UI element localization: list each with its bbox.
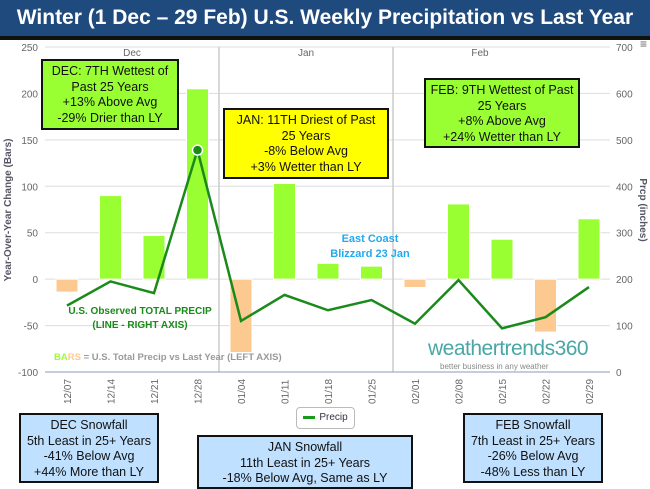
blizzard-annotation: East Coast: [342, 233, 399, 245]
logo: weathertrends360: [428, 337, 589, 360]
box-line: 5th Least in 25+ Years: [26, 433, 152, 448]
legend-line-icon: [303, 415, 316, 419]
y2-tick-label: 500: [616, 136, 633, 147]
y-tick-label: 150: [21, 136, 38, 147]
logo-tagline: better business in any weather: [440, 362, 549, 371]
y-tick-label: 250: [21, 43, 38, 54]
x-tick-label: 02/08: [455, 379, 466, 404]
feb-snowfall-box: FEB Snowfall 7th Least in 25+ Years -26% B…: [463, 413, 603, 483]
box-line: -41% Below Avg: [43, 449, 135, 463]
box-line: JAN: 11TH Driest of Past: [236, 113, 376, 127]
box-line: -8% Below Avg: [264, 144, 348, 158]
box-line: DEC: 7TH Wettest of: [51, 64, 169, 78]
y-tick-label: -50: [24, 322, 39, 333]
y2-tick-label: 300: [616, 229, 633, 240]
bar: [403, 278, 427, 288]
box-line: 11th Least in 25+ Years: [239, 455, 371, 470]
box-line: 7th Least in 25+ Years: [470, 433, 596, 448]
legend-item-precip[interactable]: Precip: [296, 407, 355, 429]
box-line: -29% Drier than LY: [57, 110, 163, 125]
feb-summary-box: FEB: 9TH Wettest of Past 25 Years +8% Abov…: [424, 78, 580, 148]
box-line: FEB: 9TH Wettest of Past: [430, 83, 574, 97]
box-line: +24% Wetter than LY: [442, 129, 561, 144]
box-line: Past 25 Years: [71, 79, 149, 94]
bar: [490, 238, 514, 280]
line-annotation: (LINE - RIGHT AXIS): [92, 320, 187, 331]
bar: [55, 278, 79, 293]
bars-annotation: BARS = U.S. Total Precip vs Last Year (L…: [54, 352, 282, 363]
box-line: +8% Above Avg: [458, 114, 546, 128]
bar: [577, 218, 601, 280]
x-tick-label: 02/01: [411, 379, 422, 404]
y2-tick-label: 200: [616, 275, 633, 286]
y2-axis-title: Prcp (inches): [637, 178, 648, 241]
dec-snowfall-box: DEC Snowfall 5th Least in 25+ Years -41% B…: [19, 413, 159, 483]
bar: [360, 265, 383, 280]
chart-title: Winter (1 Dec – 29 Feb) U.S. Weekly Prec…: [0, 0, 650, 40]
x-tick-label: 12/28: [194, 379, 205, 404]
box-line: JAN Snowfall: [267, 440, 343, 454]
legend-label: Precip: [319, 412, 348, 423]
bar: [99, 195, 122, 280]
line-annotation: U.S. Observed TOTAL PRECIP: [68, 306, 212, 317]
x-tick-label: 02/15: [498, 379, 509, 404]
y-tick-label: 100: [21, 182, 38, 193]
box-line: -26% Below Avg: [487, 449, 579, 463]
x-tick-label: 02/22: [542, 379, 553, 404]
y-tick-label: 200: [21, 89, 38, 100]
y2-tick-label: 100: [616, 322, 633, 333]
blizzard-annotation: Blizzard 23 Jan: [330, 248, 410, 260]
y2-tick-label: 600: [616, 89, 633, 100]
x-tick-label: 01/04: [237, 379, 248, 404]
dec-summary-box: DEC: 7TH Wettest of Past 25 Years +13% Abo…: [41, 59, 179, 130]
bar: [447, 203, 470, 280]
box-line: +13% Above Avg: [62, 95, 158, 109]
bar: [273, 183, 296, 280]
jan-snowfall-box: JAN Snowfall 11th Least in 25+ Years -18% …: [197, 435, 413, 489]
y-tick-label: 50: [27, 229, 39, 240]
box-line: -48% Less than LY: [480, 464, 586, 479]
bar: [534, 278, 557, 333]
x-tick-label: 02/29: [585, 379, 596, 404]
y2-tick-label: 400: [616, 182, 633, 193]
box-line: 25 Years: [281, 128, 331, 143]
precip-line: [66, 145, 590, 330]
x-tick-label: 01/18: [324, 379, 335, 404]
box-line: +3% Wetter than LY: [250, 159, 362, 174]
chart-menu-icon: ≡: [640, 37, 647, 51]
x-tick-label: 01/11: [281, 379, 292, 404]
box-line: DEC Snowfall: [50, 418, 128, 432]
bar: [316, 262, 340, 280]
month-label: Feb: [471, 48, 489, 59]
box-line: +44% More than LY: [34, 464, 144, 479]
y-axis-title: Year-Over-Year Change (Bars): [3, 139, 14, 282]
month-label: Jan: [298, 48, 314, 59]
box-line: -18% Below Avg, Same as LY: [222, 471, 388, 485]
x-tick-label: 12/21: [150, 379, 161, 404]
y2-tick-label: 0: [616, 368, 622, 379]
y-tick-label: 0: [32, 275, 38, 286]
x-tick-label: 12/07: [63, 379, 74, 404]
y-tick-label: -100: [18, 368, 38, 379]
precip-point: [191, 144, 204, 156]
box-line: 25 Years: [477, 98, 527, 113]
month-label: Dec: [123, 48, 141, 59]
bar: [142, 235, 166, 280]
jan-summary-box: JAN: 11TH Driest of Past 25 Years -8% Belo…: [223, 108, 389, 179]
x-tick-label: 01/25: [368, 379, 379, 404]
y2-tick-label: 700: [616, 43, 633, 54]
box-line: FEB Snowfall: [495, 418, 571, 432]
x-tick-label: 12/14: [107, 379, 118, 404]
